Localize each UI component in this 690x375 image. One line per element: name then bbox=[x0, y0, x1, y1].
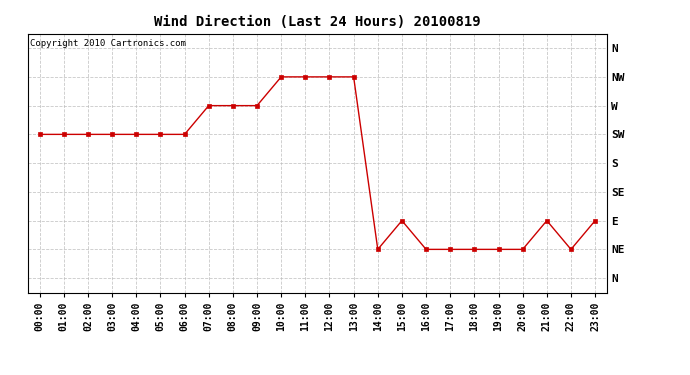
Text: Copyright 2010 Cartronics.com: Copyright 2010 Cartronics.com bbox=[30, 39, 186, 48]
Text: Wind Direction (Last 24 Hours) 20100819: Wind Direction (Last 24 Hours) 20100819 bbox=[154, 15, 481, 29]
